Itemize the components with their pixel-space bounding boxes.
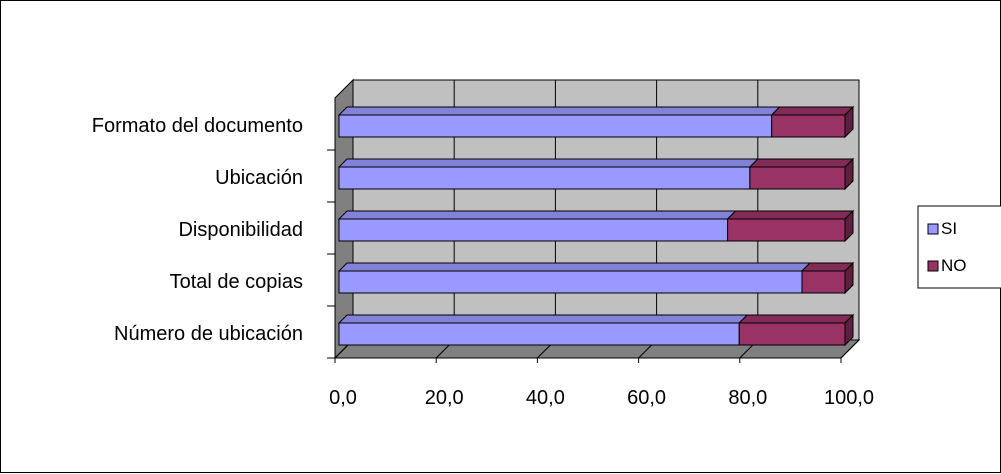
legend-swatch-no xyxy=(927,260,939,272)
bar-front-face xyxy=(338,218,729,242)
bar-front-face xyxy=(771,114,846,138)
bar-top-face xyxy=(337,314,749,324)
bar-front-face xyxy=(338,166,751,190)
bar-front-face xyxy=(338,322,740,346)
category-label: Total de copias xyxy=(170,271,303,293)
bar-front-face xyxy=(801,270,846,294)
bar-front-face xyxy=(338,114,773,138)
bar-front-face xyxy=(749,166,846,190)
category-label: Número de ubicación xyxy=(114,323,303,345)
bar-top-face xyxy=(726,210,855,220)
bar-end-face xyxy=(844,157,854,191)
bar-si-4 xyxy=(337,106,781,138)
bar-top-face xyxy=(800,262,855,272)
bar-top-face xyxy=(337,210,737,220)
bar-top-face xyxy=(337,262,812,272)
x-tick-label: 0,0 xyxy=(329,387,357,409)
bar-front-face xyxy=(727,218,846,242)
legend-box xyxy=(917,205,1001,289)
bar-end-face xyxy=(844,313,854,347)
bar-end-face xyxy=(844,209,854,243)
x-tick-label: 40,0 xyxy=(526,387,565,409)
bar-no-1 xyxy=(800,261,855,295)
bar-no-2 xyxy=(726,209,855,243)
bar-end-face xyxy=(844,105,854,139)
bar-no-0 xyxy=(738,313,855,347)
x-tick-label: 80,0 xyxy=(728,387,767,409)
legend-label-si: SI xyxy=(941,219,957,238)
category-label: Formato del documento xyxy=(92,115,303,137)
legend-label-no: NO xyxy=(941,256,967,275)
bar-front-face xyxy=(338,270,803,294)
grid-floor-line xyxy=(840,339,860,359)
bar-top-face xyxy=(770,106,855,116)
category-label: Ubicación xyxy=(215,167,303,189)
bar-top-face xyxy=(337,158,760,168)
category-label: Disponibilidad xyxy=(178,219,303,241)
legend: SI NO xyxy=(917,205,1001,289)
bar-si-1 xyxy=(337,262,812,294)
bar-si-3 xyxy=(337,158,760,190)
bar-no-4 xyxy=(770,105,855,139)
bar-end-face xyxy=(844,261,854,295)
legend-swatch-si xyxy=(927,223,939,235)
bar-front-face xyxy=(738,322,846,346)
x-tick-label: 100,0 xyxy=(824,387,874,409)
bar-si-0 xyxy=(337,314,749,346)
bar-top-face xyxy=(738,314,855,324)
bar-top-face xyxy=(748,158,855,168)
bar-top-face xyxy=(337,106,781,116)
bar-si-2 xyxy=(337,210,737,242)
x-tick-label: 20,0 xyxy=(425,387,464,409)
x-tick-label: 60,0 xyxy=(627,387,666,409)
bar-no-3 xyxy=(748,157,855,191)
